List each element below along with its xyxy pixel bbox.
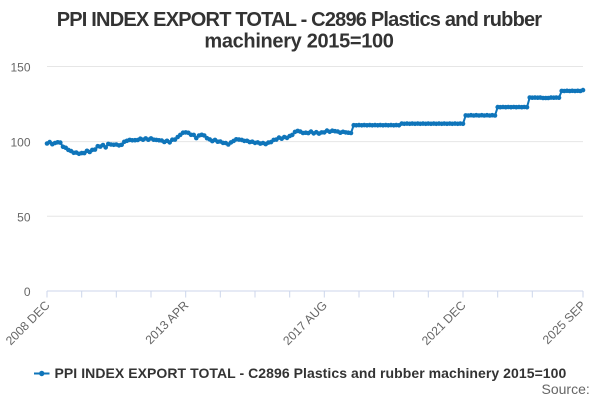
svg-text:machinery 2015=100: machinery 2015=100 xyxy=(204,30,393,52)
svg-text:150: 150 xyxy=(10,61,30,75)
svg-text:Source:: Source: xyxy=(542,381,590,397)
svg-text:100: 100 xyxy=(10,136,30,150)
svg-text:PPI INDEX EXPORT TOTAL - C2896: PPI INDEX EXPORT TOTAL - C2896 Plastics … xyxy=(57,9,543,31)
svg-text:0: 0 xyxy=(24,285,31,299)
svg-text:50: 50 xyxy=(17,210,31,224)
svg-text:PPI INDEX EXPORT TOTAL - C2896: PPI INDEX EXPORT TOTAL - C2896 Plastics … xyxy=(55,365,567,381)
